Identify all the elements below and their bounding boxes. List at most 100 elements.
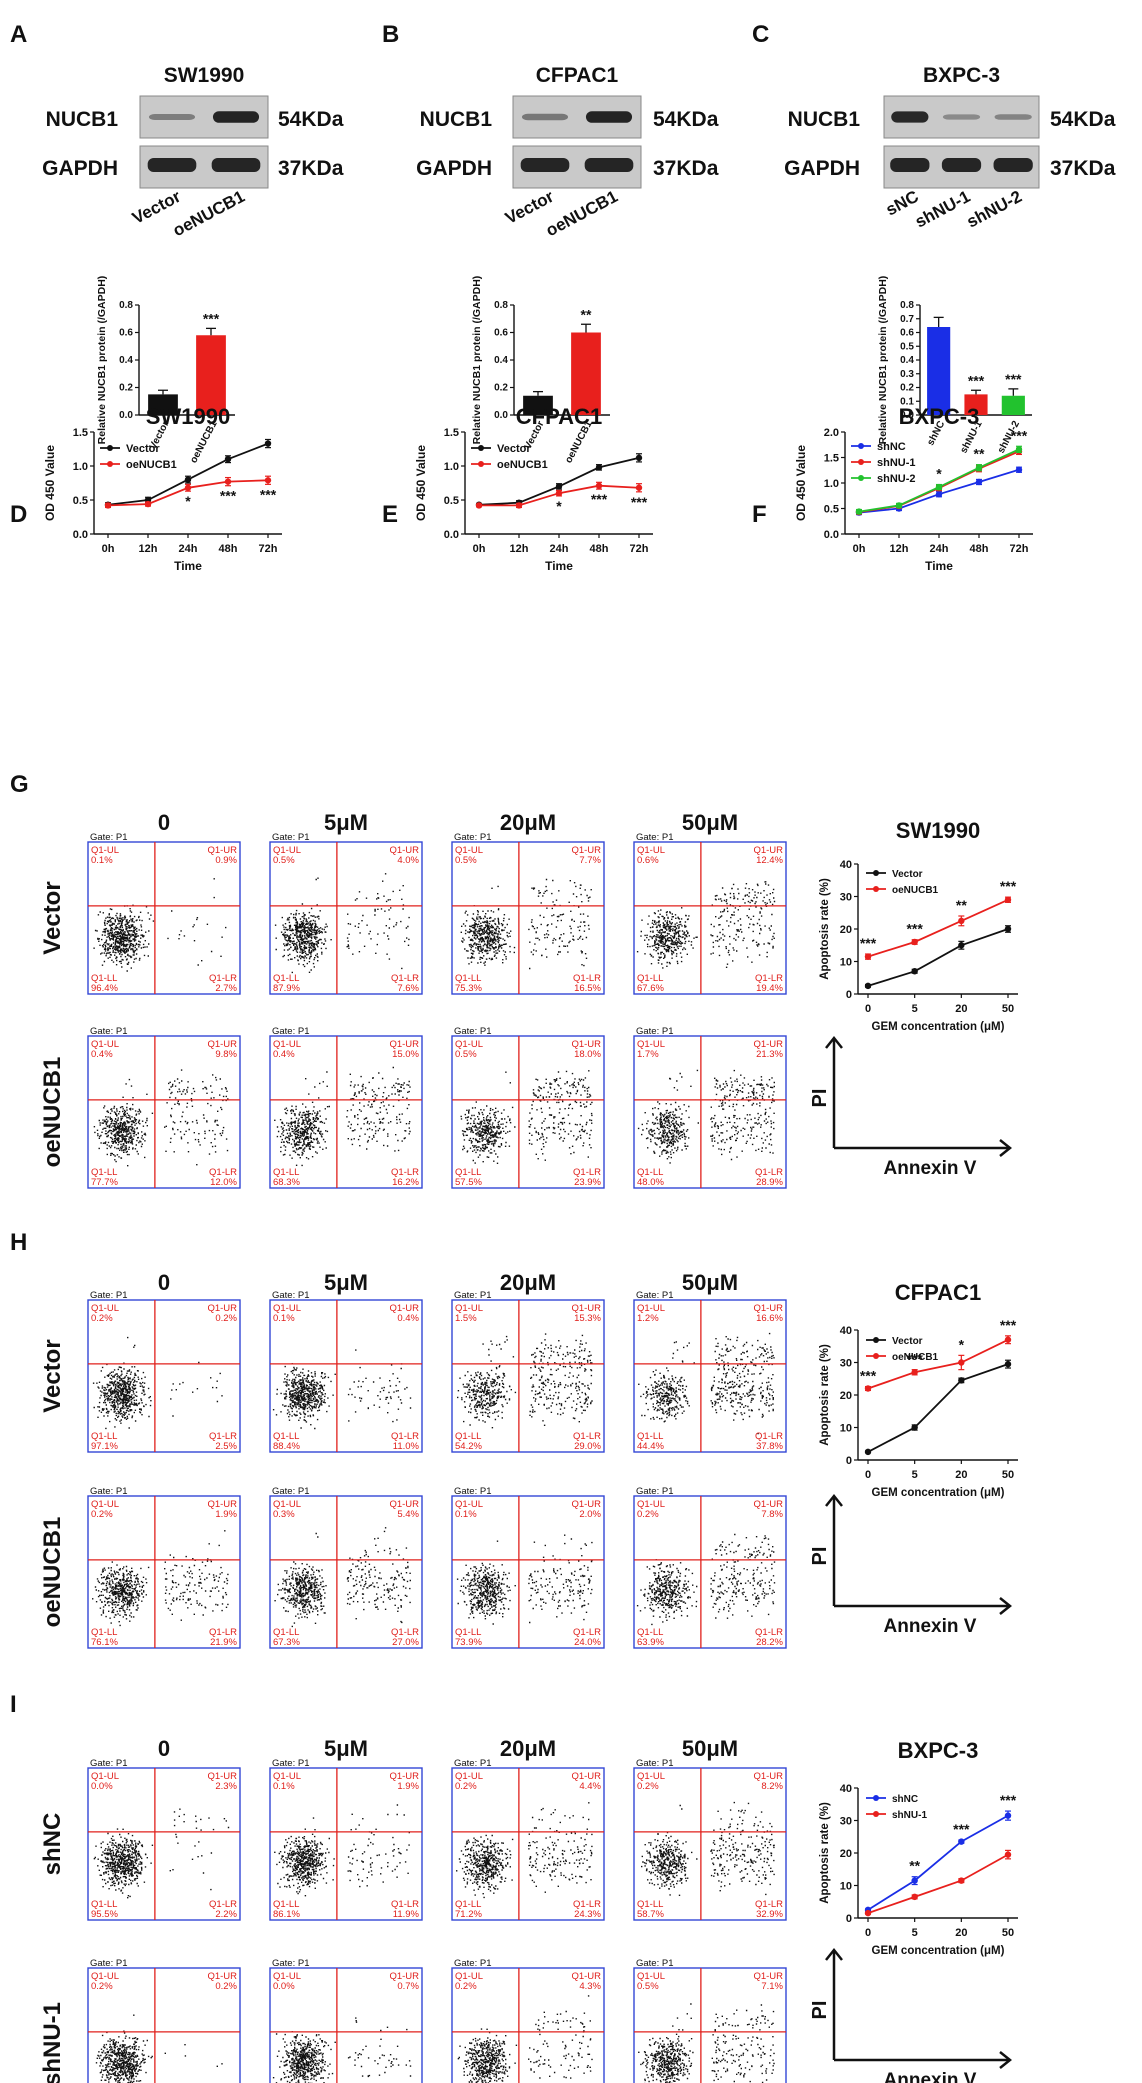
series-line — [867, 928, 1009, 987]
bar-chart-b-bar: 0.0 0.2 0.4 0.6 0.8 Relative NUCB1 protein (/… — [471, 276, 610, 465]
gate-label: Gate: P1 — [454, 1026, 492, 1037]
band-nucb1 — [148, 114, 196, 120]
blot-cell-line: BXPC-3 — [923, 64, 1000, 87]
plot-frame — [451, 1035, 605, 1189]
quadrant-name-ul: Q1-UL — [91, 845, 119, 856]
quadrant-value-ul: 0.2% — [91, 1313, 113, 1324]
x-tick-label: 50 — [1002, 1927, 1014, 1939]
y-tick-label: 40 — [840, 1325, 852, 1337]
lane-label: shNU-1 — [912, 187, 973, 232]
scheme-annexin-label: Annexin V — [884, 2070, 977, 2083]
series-line — [867, 1814, 1009, 1911]
bar — [1001, 395, 1025, 415]
quadrant-value-ul: 0.5% — [273, 855, 295, 866]
gate-label: Gate: P1 — [90, 1486, 128, 1497]
quadrant-name-ur: Q1-UR — [571, 1771, 601, 1782]
y-tick-label: 0.5 — [824, 504, 839, 516]
quadrant-value-ul: 1.2% — [637, 1313, 659, 1324]
y-axis-label: Relative NUCB1 protein (/GAPDH) — [96, 276, 108, 445]
legend-marker — [858, 475, 864, 481]
scatter-dots — [93, 1069, 229, 1167]
significance-label: ** — [956, 897, 967, 913]
quadrant-value-lr: 23.9% — [574, 1177, 601, 1188]
significance-label: ** — [909, 1858, 920, 1874]
bar — [196, 335, 226, 415]
dose-label: 50μM — [682, 1270, 738, 1295]
quadrant-name-ll: Q1-LL — [273, 1627, 299, 1638]
arrowhead — [999, 1139, 1013, 1157]
y-tick-label: 30 — [840, 892, 852, 904]
legend-label: shNC — [892, 1794, 918, 1805]
quadrant-name-ul: Q1-UL — [455, 1303, 483, 1314]
flow-plot: Gate: P1Q1-UL0.2%Q1-UR0.2%Q1-LL97.1%Q1-L… — [87, 1290, 241, 1453]
gate-label: Gate: P1 — [454, 832, 492, 843]
plot-frame — [633, 1767, 787, 1921]
data-point — [864, 1385, 872, 1392]
data-point — [184, 476, 192, 483]
axis-scheme-i: PI Annexin V — [809, 1947, 1013, 2083]
quadrant-value-ur: 1.9% — [215, 1509, 237, 1520]
x-tick-label: 48h — [219, 543, 238, 555]
quadrant-name-lr: Q1-LR — [755, 973, 783, 984]
series-line — [867, 1853, 1009, 1914]
data-point — [1004, 1812, 1012, 1819]
legend-label: oeNUCB1 — [892, 885, 939, 896]
blot-control-label: GAPDH — [416, 157, 492, 180]
data-point — [635, 454, 643, 462]
significance-label: *** — [631, 494, 648, 510]
quadrant-value-ul: 0.2% — [637, 1781, 659, 1792]
legend-marker — [873, 870, 879, 876]
quadrant-value-ll: 58.7% — [637, 1909, 664, 1920]
significance-label: *** — [260, 486, 277, 502]
data-point — [895, 502, 903, 509]
quadrant-value-lr: 12.0% — [210, 1177, 237, 1188]
y-tick-label: 0.4 — [900, 355, 914, 366]
quadrant-name-ll: Q1-LL — [455, 1167, 481, 1178]
y-tick-label: 0.2 — [494, 383, 508, 394]
data-point — [1004, 1851, 1012, 1858]
quadrant-name-ur: Q1-UR — [389, 1971, 419, 1982]
legend-marker — [873, 1337, 879, 1343]
x-tick-label: 50 — [1002, 1003, 1014, 1015]
quadrant-value-ur: 2.3% — [215, 1781, 237, 1792]
quadrant-name-ul: Q1-UL — [91, 1771, 119, 1782]
legend-label: oeNUCB1 — [497, 459, 548, 471]
lane-label: shNU-2 — [964, 187, 1025, 232]
quadrant-value-ur: 7.7% — [579, 855, 601, 866]
quadrant-value-ll: 77.7% — [91, 1177, 118, 1188]
x-axis-label: Time — [174, 559, 202, 573]
x-tick-label: 5 — [912, 1003, 918, 1015]
quadrant-name-ul: Q1-UL — [455, 1971, 483, 1982]
scatter-dots — [638, 2003, 775, 2083]
dose-label: 5μM — [324, 1736, 368, 1761]
gate-label: Gate: P1 — [454, 1758, 492, 1769]
legend-marker — [107, 445, 113, 451]
blot-protein-label: NUCB1 — [788, 108, 861, 131]
x-tick-label: 24h — [550, 543, 569, 555]
x-axis-label: GEM concentration (μM) — [872, 1945, 1005, 1957]
chart-title: BXPC-3 — [899, 404, 980, 429]
row-label: shNU-1 — [39, 2002, 66, 2083]
quadrant-value-lr: 24.0% — [574, 1637, 601, 1648]
y-tick-label: 10 — [840, 1423, 852, 1435]
significance-label: ** — [581, 306, 592, 322]
band-gapdh — [890, 158, 930, 172]
x-tick-label: 20 — [955, 1927, 967, 1939]
legend-marker — [107, 461, 113, 467]
plot-frame — [451, 1495, 605, 1649]
line-chart-f-line: BXPC-30.00.51.01.52.00h 12h 24h 48h 72hTimeO… — [794, 404, 1033, 573]
blot-protein-kda: 54KDa — [1050, 108, 1116, 131]
blot-protein-label: NUCB1 — [46, 108, 119, 131]
dose-label: 50μM — [682, 810, 738, 835]
quadrant-name-ll: Q1-LL — [455, 1899, 481, 1910]
quadrant-value-ul: 0.0% — [273, 1981, 295, 1992]
scatter-dots — [637, 1069, 775, 1164]
y-tick-label: 0.5 — [73, 495, 88, 507]
plot-frame — [633, 1299, 787, 1453]
